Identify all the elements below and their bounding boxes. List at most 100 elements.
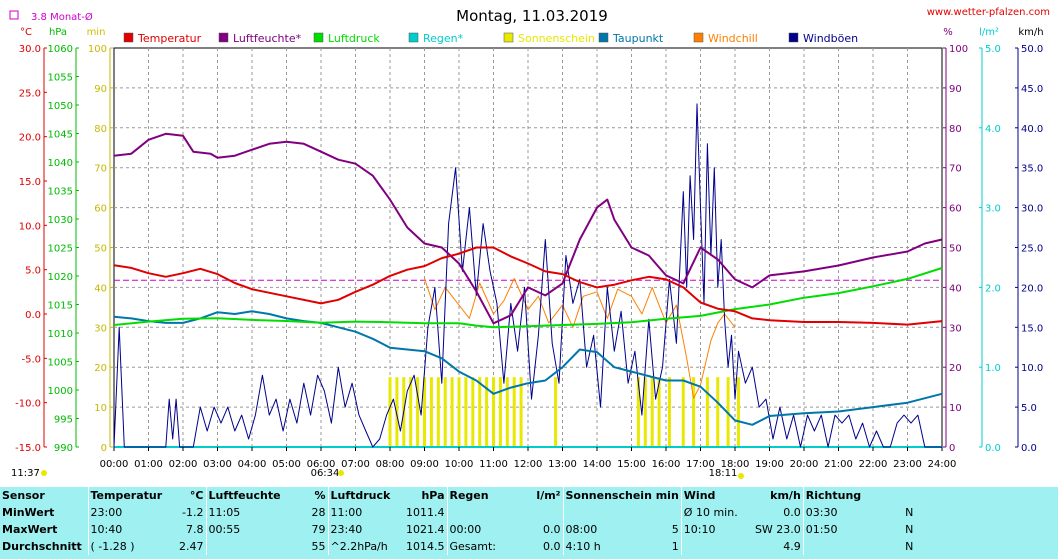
- legend-swatch: [503, 32, 514, 43]
- series-layer: [113, 103, 943, 448]
- temp-tick-label: -5.0: [21, 354, 41, 365]
- temp-tick-label: 5.0: [25, 266, 41, 277]
- hum-tick-label: 90: [949, 84, 962, 95]
- x-tick-label: 19:00: [755, 459, 784, 470]
- hum-tick-label: 100: [949, 44, 968, 55]
- sun-tick-label: 80: [94, 124, 107, 135]
- stats-avg-wind: 4.9: [783, 540, 801, 553]
- hum-tick-label: 30: [949, 323, 962, 334]
- stats-avg-hum: 55: [311, 540, 326, 553]
- legend-swatch: [788, 32, 799, 43]
- series-taupunkt: [113, 310, 943, 426]
- wind-tick-label: 25.0: [1021, 244, 1043, 255]
- stats-header-dir: Richtung: [802, 487, 870, 504]
- x-tick-label: 05:00: [272, 459, 301, 470]
- stats-panel: Sensor Temperatur °C Luftfeuchte % Luftd…: [0, 487, 1058, 559]
- press-tick-label: 1055: [48, 73, 73, 84]
- stats-header-wind-unit: km/h: [770, 489, 801, 502]
- site-link[interactable]: www.wetter-pfalzen.com: [927, 7, 1050, 18]
- hum-tick-label: 50: [949, 244, 962, 255]
- series-temperatur: [113, 246, 943, 326]
- stats-row-max: MaxWert 10:40 7.8 00:55 79 23:40 1021.4 …: [0, 521, 915, 538]
- stats-row-min: MinWert 23:00 -1.2 11:05 28 11:00 1011.4…: [0, 504, 915, 521]
- sunshine-bar: [650, 377, 654, 447]
- temp-tick-label: 25.0: [19, 88, 41, 99]
- x-tick-label: 22:00: [859, 459, 888, 470]
- stats-min-sun-time: [562, 504, 647, 521]
- stats-max-sun: 5: [671, 523, 679, 536]
- x-tick-label: 20:00: [790, 459, 819, 470]
- press-tick-label: 1040: [48, 158, 73, 169]
- wind-unit: km/h: [1018, 27, 1043, 38]
- stats-max-temp: 7.8: [186, 523, 204, 536]
- stats-max-rain-time: 00:00: [446, 521, 517, 538]
- rain-tick-label: 3.0: [985, 204, 1001, 215]
- hum-tick-label: 10: [949, 403, 962, 414]
- stats-min-hum-time: 11:05: [205, 504, 286, 521]
- legend-label: Taupunkt: [612, 32, 664, 45]
- avg-label: 3.8 Monat-Ø: [31, 11, 93, 23]
- hum-unit: %: [943, 27, 953, 38]
- hum-tick-label: 20: [949, 363, 962, 374]
- stats-header-press-unit: hPa: [421, 489, 445, 502]
- stats-min-label: MinWert: [2, 506, 55, 519]
- sunshine-bar: [485, 377, 489, 447]
- sunshine-bar: [736, 377, 740, 447]
- stats-header-temp-unit: °C: [189, 489, 204, 502]
- temp-tick-label: -10.0: [15, 399, 41, 410]
- current-sun-icon: [41, 470, 47, 476]
- sun-unit: min: [87, 27, 106, 38]
- press-tick-label: 1025: [48, 244, 73, 255]
- series-windchill: [424, 278, 736, 399]
- hum-tick-label: 70: [949, 164, 962, 175]
- sunshine-bar: [457, 377, 461, 447]
- sunshine-bar: [429, 377, 433, 447]
- rain-tick-label: 5.0: [985, 44, 1001, 55]
- sunshine-bar: [692, 377, 696, 447]
- rain-tick-label: 2.0: [985, 283, 1001, 294]
- stats-avg-temp: 2.47: [179, 540, 204, 553]
- stats-max-label: MaxWert: [2, 523, 58, 536]
- legend-swatch: [408, 32, 419, 43]
- temp-tick-label: 20.0: [19, 133, 41, 144]
- stats-max-hum-time: 00:55: [205, 521, 286, 538]
- wind-tick-label: 20.0: [1021, 283, 1043, 294]
- rain-tick-label: 0.0: [985, 443, 1001, 454]
- wind-tick-label: 30.0: [1021, 204, 1043, 215]
- stats-avg-temp-time: ( -1.28 ): [87, 538, 166, 555]
- stats-min-sun: [647, 504, 682, 521]
- legend-swatch: [313, 32, 324, 43]
- sunshine-bar: [716, 377, 720, 447]
- stats-max-sun-time: 08:00: [562, 521, 647, 538]
- stats-header-row: Sensor Temperatur °C Luftfeuchte % Luftd…: [0, 487, 915, 504]
- press-tick-label: 1035: [48, 187, 73, 198]
- legend: Temperatur Luftfeuchte* Luftdruck Regen* Son…: [123, 32, 858, 45]
- stats-avg-label: Durchschnitt: [2, 540, 82, 553]
- stats-max-press: 1021.4: [406, 523, 445, 536]
- sunshine-bar: [705, 377, 709, 447]
- stats-max-temp-time: 10:40: [87, 521, 166, 538]
- press-unit: hPa: [49, 27, 67, 38]
- sunshine-bar: [681, 377, 685, 447]
- press-tick-label: 1000: [48, 386, 73, 397]
- x-tick-label: 16:00: [652, 459, 681, 470]
- sunshine-bar: [512, 377, 516, 447]
- stats-max-press-time: 23:40: [327, 521, 404, 538]
- sunshine-bar: [450, 377, 454, 447]
- sun-tick-label: 50: [94, 244, 107, 255]
- x-tick-label: 06:00: [307, 459, 336, 470]
- x-tick-label: 09:00: [410, 459, 439, 470]
- x-tick-label: 13:00: [548, 459, 577, 470]
- stats-header-wind: Wind: [680, 487, 752, 504]
- stats-min-hum: 28: [311, 506, 326, 519]
- sun-tick-label: 0: [101, 443, 107, 454]
- stats-min-wind: 0.0: [783, 506, 801, 519]
- current-time-label: 11:37: [11, 468, 40, 479]
- sunshine-bar: [409, 377, 413, 447]
- x-tick-label: 01:00: [134, 459, 163, 470]
- legend-label: Luftdruck: [328, 32, 380, 45]
- stats-min-press: 1011.4: [406, 506, 445, 519]
- stats-min-rain: [517, 504, 563, 521]
- x-tick-label: 04:00: [238, 459, 267, 470]
- sunshine-bar: [464, 377, 468, 447]
